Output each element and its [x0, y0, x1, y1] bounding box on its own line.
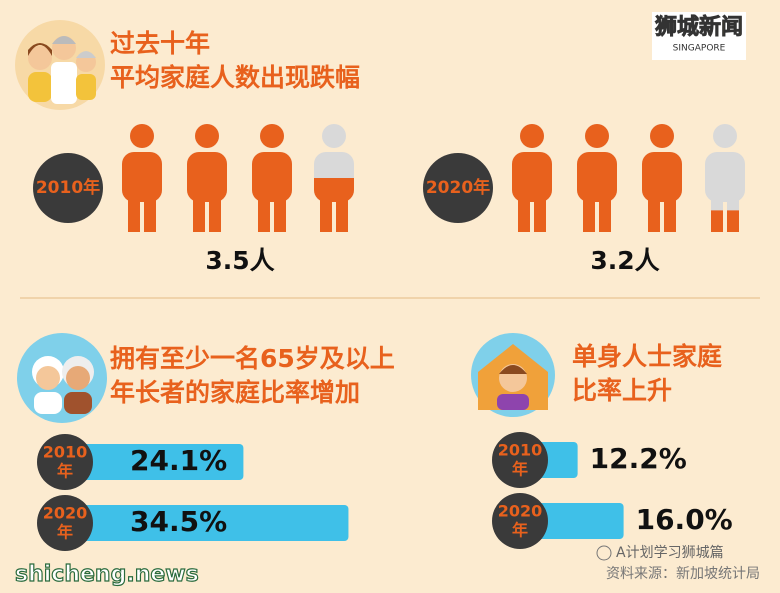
section-title: 比率上升	[572, 376, 672, 405]
person-fill	[187, 124, 227, 232]
person	[122, 124, 162, 232]
year-label: 2020	[43, 504, 88, 523]
person-fill	[512, 124, 552, 232]
year-label: 年	[57, 523, 73, 542]
person-fill-part	[195, 124, 219, 148]
person-fill-part	[583, 194, 595, 232]
person-fill-part	[534, 194, 546, 232]
person-fill-part	[122, 152, 162, 202]
year-label: 年	[512, 521, 528, 540]
year-label: 2020年	[426, 177, 490, 198]
bar	[65, 444, 244, 480]
person-fill-part	[727, 210, 739, 232]
year-badge	[423, 153, 493, 223]
person	[577, 124, 617, 232]
footer-source: 资料来源：新加坡统计局	[606, 566, 760, 582]
person-fill-part	[260, 124, 284, 148]
section-title: 平均家庭人数出现跌幅	[110, 63, 360, 92]
year-label: 2010	[498, 441, 543, 460]
person-fill-part	[650, 124, 674, 148]
footer-site: shicheng.news	[15, 562, 199, 587]
person-fill-part	[258, 194, 270, 232]
person-fill	[314, 178, 354, 232]
person-fill-part	[128, 194, 140, 232]
value-label: 34.5%	[130, 505, 227, 538]
person-fill-part	[130, 124, 154, 148]
person	[314, 124, 354, 232]
person-fill	[577, 124, 617, 232]
section-title: 拥有至少一名65岁及以上	[110, 344, 395, 373]
year-badge	[492, 493, 548, 549]
person-base	[322, 124, 346, 148]
person-fill-part	[642, 152, 682, 202]
section-title: 过去十年	[110, 29, 210, 58]
year-label: 2020	[498, 502, 543, 521]
section-title: 单身人士家庭	[572, 342, 722, 371]
year-badge	[492, 432, 548, 488]
bar	[65, 505, 349, 541]
value-label: 3.5人	[205, 246, 274, 275]
person-fill-part	[274, 194, 286, 232]
year-label: 2010	[43, 443, 88, 462]
section-title: 年长者的家庭比率增加	[110, 378, 360, 407]
year-label: 年	[57, 462, 73, 481]
footer-account: A计划学习狮城篇	[616, 545, 724, 561]
logo-name: 狮城新闻	[655, 14, 743, 40]
year-badge	[33, 153, 103, 223]
person	[252, 124, 292, 232]
value-label: 24.1%	[130, 444, 227, 477]
value-label: 16.0%	[636, 503, 733, 536]
person	[642, 124, 682, 232]
person-fill	[711, 210, 739, 232]
person-fill-part	[577, 152, 617, 202]
person-fill	[122, 124, 162, 232]
person-fill-part	[336, 194, 348, 232]
person-base	[713, 124, 737, 148]
person-fill-part	[187, 152, 227, 202]
person-fill-part	[664, 194, 676, 232]
person-fill-part	[209, 194, 221, 232]
person-fill-part	[252, 152, 292, 202]
single-icon	[471, 333, 555, 417]
person-fill-part	[512, 152, 552, 202]
person-fill-part	[520, 124, 544, 148]
person-fill-part	[585, 124, 609, 148]
person-fill-part	[518, 194, 530, 232]
person-fill-part	[648, 194, 660, 232]
wechat-icon	[596, 545, 612, 561]
person-fill-part	[144, 194, 156, 232]
year-badge	[37, 495, 93, 551]
person-fill-part	[320, 194, 332, 232]
person-fill	[642, 124, 682, 232]
family-icon	[15, 20, 105, 110]
person-fill-part	[711, 210, 723, 232]
year-label: 年	[512, 460, 528, 479]
year-label: 2010年	[36, 177, 100, 198]
person	[705, 124, 745, 232]
logo-box	[652, 12, 746, 60]
person	[187, 124, 227, 232]
person	[512, 124, 552, 232]
elderly-icon	[17, 333, 107, 423]
person-fill	[252, 124, 292, 232]
value-label: 3.2人	[590, 246, 659, 275]
logo-tagline: SINGAPORE	[673, 44, 726, 54]
year-badge	[37, 434, 93, 490]
person-fill-part	[193, 194, 205, 232]
person-base	[705, 152, 745, 202]
person-fill-part	[599, 194, 611, 232]
value-label: 12.2%	[590, 442, 687, 475]
